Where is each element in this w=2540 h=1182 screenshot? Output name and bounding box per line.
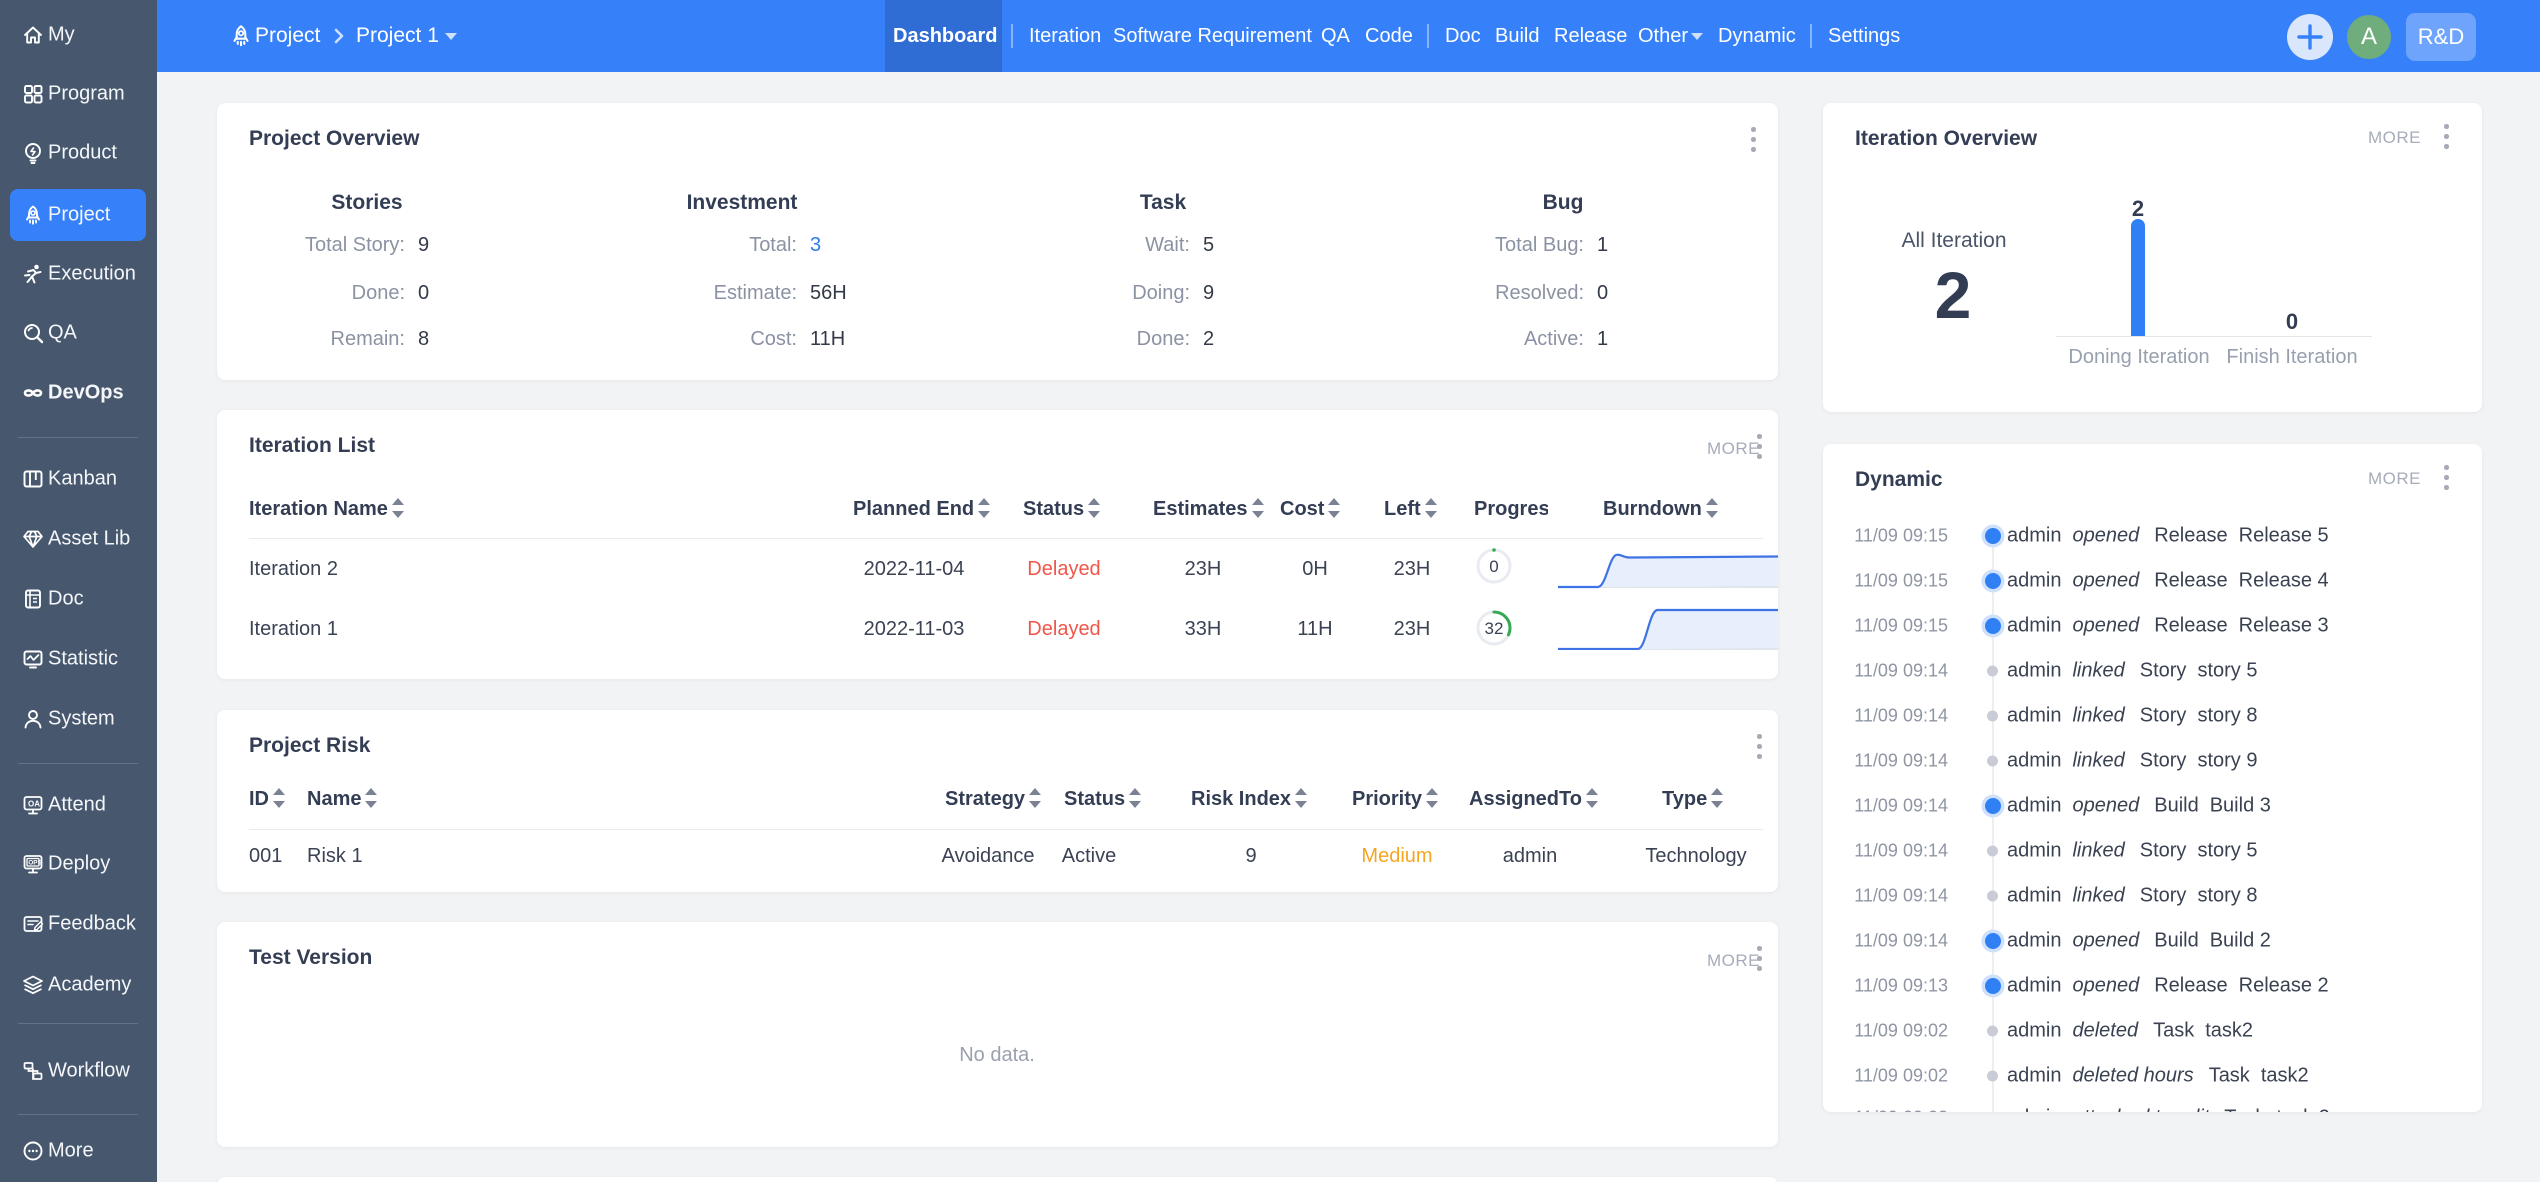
svg-text:32: 32 xyxy=(1485,619,1504,638)
svg-text:0: 0 xyxy=(1489,557,1498,576)
